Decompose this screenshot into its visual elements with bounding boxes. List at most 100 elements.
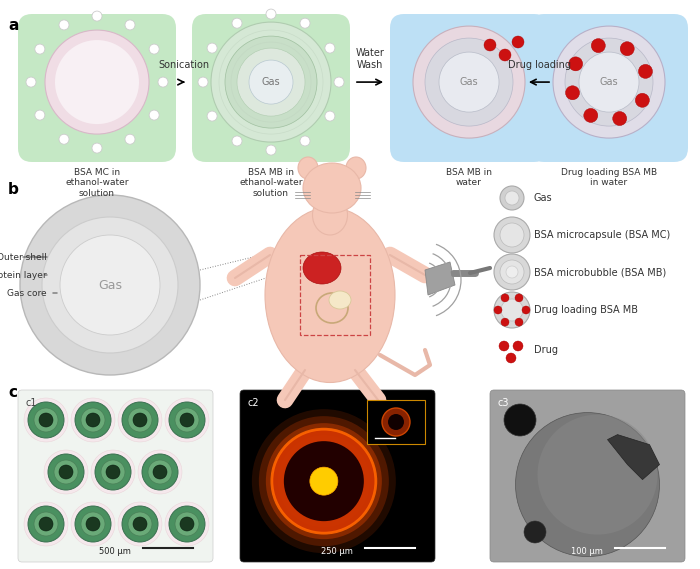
Circle shape <box>500 186 524 210</box>
Circle shape <box>54 460 78 484</box>
Circle shape <box>81 512 105 536</box>
Circle shape <box>636 93 650 108</box>
Circle shape <box>20 195 200 375</box>
Circle shape <box>118 502 162 546</box>
Circle shape <box>505 191 519 205</box>
Text: a: a <box>8 18 18 33</box>
Text: Gas core: Gas core <box>8 288 47 298</box>
Text: 100 µm: 100 µm <box>571 547 603 556</box>
Ellipse shape <box>329 291 351 309</box>
Circle shape <box>506 266 518 278</box>
Circle shape <box>500 223 524 247</box>
FancyBboxPatch shape <box>192 14 350 162</box>
Circle shape <box>494 306 502 314</box>
Text: c: c <box>8 385 17 400</box>
Circle shape <box>266 423 382 539</box>
Circle shape <box>148 460 172 484</box>
FancyBboxPatch shape <box>490 390 685 562</box>
Circle shape <box>284 441 364 521</box>
Circle shape <box>24 398 68 442</box>
Circle shape <box>553 26 665 138</box>
Circle shape <box>142 454 178 490</box>
Ellipse shape <box>346 157 366 179</box>
Circle shape <box>500 260 524 284</box>
Circle shape <box>499 49 511 61</box>
Circle shape <box>252 409 396 553</box>
Circle shape <box>71 398 115 442</box>
Circle shape <box>92 11 102 21</box>
Circle shape <box>259 416 389 546</box>
Circle shape <box>39 413 53 427</box>
Circle shape <box>272 429 376 533</box>
Circle shape <box>512 36 524 48</box>
Circle shape <box>310 467 338 495</box>
Circle shape <box>180 517 194 531</box>
Circle shape <box>300 136 310 146</box>
Circle shape <box>266 9 276 19</box>
Text: Protein layer: Protein layer <box>0 270 47 279</box>
Circle shape <box>42 217 178 353</box>
FancyBboxPatch shape <box>390 14 548 162</box>
Circle shape <box>207 43 217 53</box>
Text: Drug: Drug <box>534 345 558 355</box>
Circle shape <box>584 109 598 122</box>
Ellipse shape <box>312 195 347 235</box>
Circle shape <box>125 20 135 30</box>
Text: Gas: Gas <box>262 77 280 87</box>
Polygon shape <box>608 435 659 480</box>
Text: Sonication: Sonication <box>158 60 209 70</box>
Circle shape <box>86 517 100 531</box>
FancyBboxPatch shape <box>18 390 213 562</box>
Circle shape <box>504 404 536 436</box>
Circle shape <box>300 18 310 28</box>
Ellipse shape <box>265 208 395 382</box>
Circle shape <box>612 112 626 126</box>
Circle shape <box>165 502 209 546</box>
Text: BSA microcapsule (BSA MC): BSA microcapsule (BSA MC) <box>534 230 671 240</box>
Circle shape <box>494 292 530 328</box>
Circle shape <box>133 517 147 531</box>
Circle shape <box>128 408 152 432</box>
Circle shape <box>39 517 53 531</box>
Bar <box>300 255 370 335</box>
Circle shape <box>75 402 111 438</box>
Circle shape <box>35 44 45 54</box>
Circle shape <box>225 36 317 128</box>
Text: Drug loading: Drug loading <box>508 60 570 70</box>
Circle shape <box>494 254 530 290</box>
Circle shape <box>34 512 58 536</box>
Circle shape <box>175 408 199 432</box>
Circle shape <box>169 506 205 542</box>
Text: BSA microbubble (BSA MB): BSA microbubble (BSA MB) <box>534 267 666 277</box>
Text: c3: c3 <box>498 398 510 408</box>
Circle shape <box>579 52 639 112</box>
Circle shape <box>153 465 167 479</box>
Circle shape <box>122 506 158 542</box>
Circle shape <box>272 429 376 533</box>
Circle shape <box>278 435 370 527</box>
Circle shape <box>334 77 344 87</box>
Circle shape <box>122 402 158 438</box>
Circle shape <box>75 506 111 542</box>
Circle shape <box>44 450 88 494</box>
Circle shape <box>494 217 530 253</box>
Circle shape <box>138 450 182 494</box>
Circle shape <box>28 402 64 438</box>
Circle shape <box>515 294 523 302</box>
Circle shape <box>95 454 131 490</box>
Circle shape <box>149 44 159 54</box>
Circle shape <box>620 42 634 56</box>
Circle shape <box>325 111 335 121</box>
Circle shape <box>118 398 162 442</box>
Circle shape <box>515 413 659 556</box>
Text: c2: c2 <box>248 398 260 408</box>
Circle shape <box>638 64 652 79</box>
FancyBboxPatch shape <box>18 14 176 162</box>
Circle shape <box>249 60 293 104</box>
Circle shape <box>125 134 135 144</box>
Circle shape <box>522 306 530 314</box>
Circle shape <box>60 235 160 335</box>
Circle shape <box>28 506 64 542</box>
Circle shape <box>413 26 525 138</box>
Circle shape <box>59 20 69 30</box>
